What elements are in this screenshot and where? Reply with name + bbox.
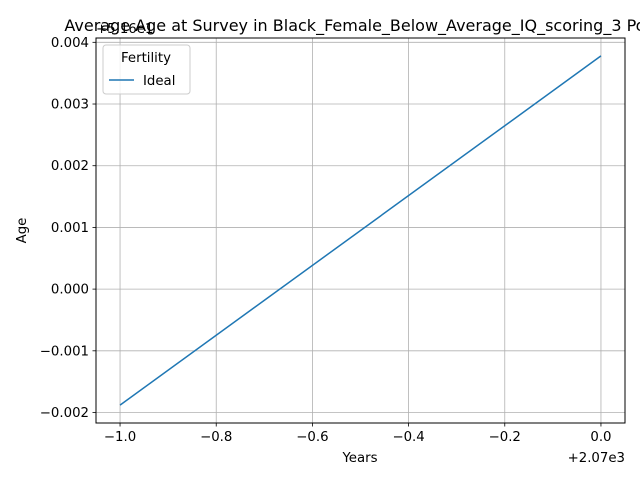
series-layer bbox=[119, 55, 602, 406]
y-tick-label: −0.001 bbox=[40, 344, 89, 359]
legend: Fertility Ideal bbox=[102, 44, 191, 95]
x-axis-label: Years bbox=[341, 451, 377, 466]
ticks: −1.0 −0.8 −0.6 −0.4 −0.2 0.0 −0.002 −0.001 0.000… bbox=[40, 36, 612, 445]
x-tick-label: −1.0 bbox=[104, 430, 136, 445]
x-tick-label: 0.0 bbox=[590, 430, 611, 445]
legend-box bbox=[102, 44, 191, 95]
y-tick-label: 0.004 bbox=[51, 36, 89, 51]
series-line-ideal bbox=[119, 55, 602, 406]
y-tick-label: 0.002 bbox=[51, 159, 89, 174]
grid-lines bbox=[96, 38, 625, 423]
y-tick-label: −0.002 bbox=[40, 406, 89, 421]
y-axis-label: Age bbox=[15, 218, 30, 244]
chart-title: Average Age at Survey in Black_Female_Be… bbox=[64, 16, 640, 36]
x-tick-label: −0.8 bbox=[200, 430, 232, 445]
legend-entry-ideal: Ideal bbox=[143, 74, 175, 89]
x-tick-label: −0.4 bbox=[392, 430, 424, 445]
x-offset-label: +2.07e3 bbox=[568, 451, 625, 466]
plot-frame bbox=[95, 37, 626, 424]
legend-title: Fertility bbox=[121, 51, 171, 66]
x-tick-label: −0.6 bbox=[296, 430, 328, 445]
y-tick-label: 0.000 bbox=[51, 283, 89, 298]
y-tick-label: 0.003 bbox=[51, 98, 89, 113]
y-offset-label: +5.16e1 bbox=[96, 22, 153, 37]
x-tick-label: −0.2 bbox=[489, 430, 521, 445]
y-tick-label: 0.001 bbox=[51, 221, 89, 236]
